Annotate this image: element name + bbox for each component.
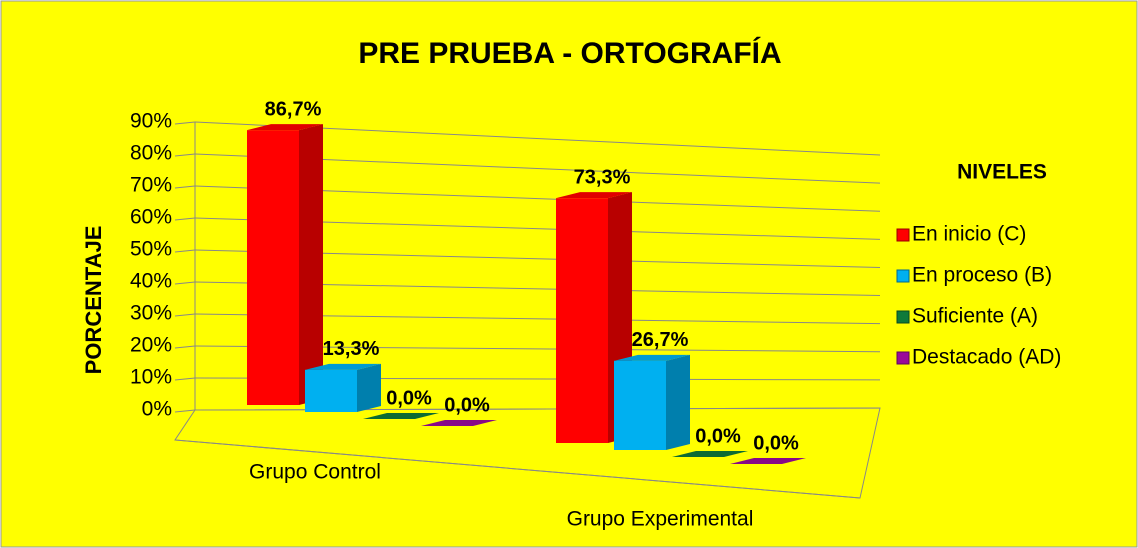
bar-top (421, 420, 497, 426)
y-tick-label: 0% (142, 398, 172, 421)
bar (305, 369, 357, 412)
tick-mark (174, 249, 196, 253)
bar-top (247, 124, 323, 131)
y-tick-label: 30% (130, 302, 172, 325)
tick-mark (174, 345, 196, 349)
bar-top (305, 363, 381, 370)
data-label: 0,0% (695, 425, 741, 447)
y-tick-label: 80% (130, 142, 172, 165)
bar-top (672, 451, 748, 457)
y-tick-label: 20% (130, 334, 172, 357)
data-label: 73,3% (574, 166, 631, 188)
data-label: 0,0% (753, 432, 799, 454)
legend-swatch (896, 310, 910, 324)
tick-mark (174, 121, 196, 125)
y-tick-label: 90% (130, 110, 172, 133)
chart-title: PRE PRUEBA - ORTOGRAFÍA (358, 36, 781, 70)
bar-top (614, 354, 690, 361)
x-axis (174, 439, 861, 499)
bar (556, 198, 608, 443)
legend-label: En proceso (B) (912, 264, 1052, 287)
tick-mark (174, 313, 196, 317)
legend-title: NIVELES (957, 161, 1047, 184)
data-label: 26,7% (632, 329, 689, 351)
y-axis-label: PORCENTAJE (81, 226, 106, 375)
data-label: 13,3% (323, 338, 380, 360)
bar-top (556, 192, 632, 199)
bar-top (730, 458, 806, 464)
tick-mark (174, 217, 196, 221)
bar-side (357, 363, 381, 412)
data-label: 86,7% (265, 98, 322, 120)
y-tick-label: 50% (130, 238, 172, 261)
bar (614, 360, 666, 450)
tick-mark (174, 409, 196, 413)
tick-mark (174, 281, 196, 285)
tick-mark (174, 185, 196, 189)
bar-top (363, 413, 439, 419)
bar (247, 130, 299, 405)
x-tick-label: Grupo Control (249, 461, 381, 484)
legend-swatch (896, 351, 910, 365)
legend-label: En inicio (C) (912, 223, 1026, 246)
bar-side (299, 124, 323, 405)
x-tick-label: Grupo Experimental (567, 508, 754, 531)
data-label: 0,0% (444, 394, 490, 416)
legend-label: Destacado (AD) (912, 346, 1061, 369)
legend-swatch (896, 269, 910, 283)
legend-label: Suficiente (A) (912, 305, 1038, 328)
y-tick-label: 70% (130, 174, 172, 197)
y-tick-label: 10% (130, 366, 172, 389)
y-tick-label: 60% (130, 206, 172, 229)
legend-swatch (896, 228, 910, 242)
y-tick-label: 40% (130, 270, 172, 293)
data-label: 0,0% (386, 387, 432, 409)
bar-side (666, 354, 690, 450)
tick-mark (174, 153, 196, 157)
tick-mark (174, 377, 196, 381)
